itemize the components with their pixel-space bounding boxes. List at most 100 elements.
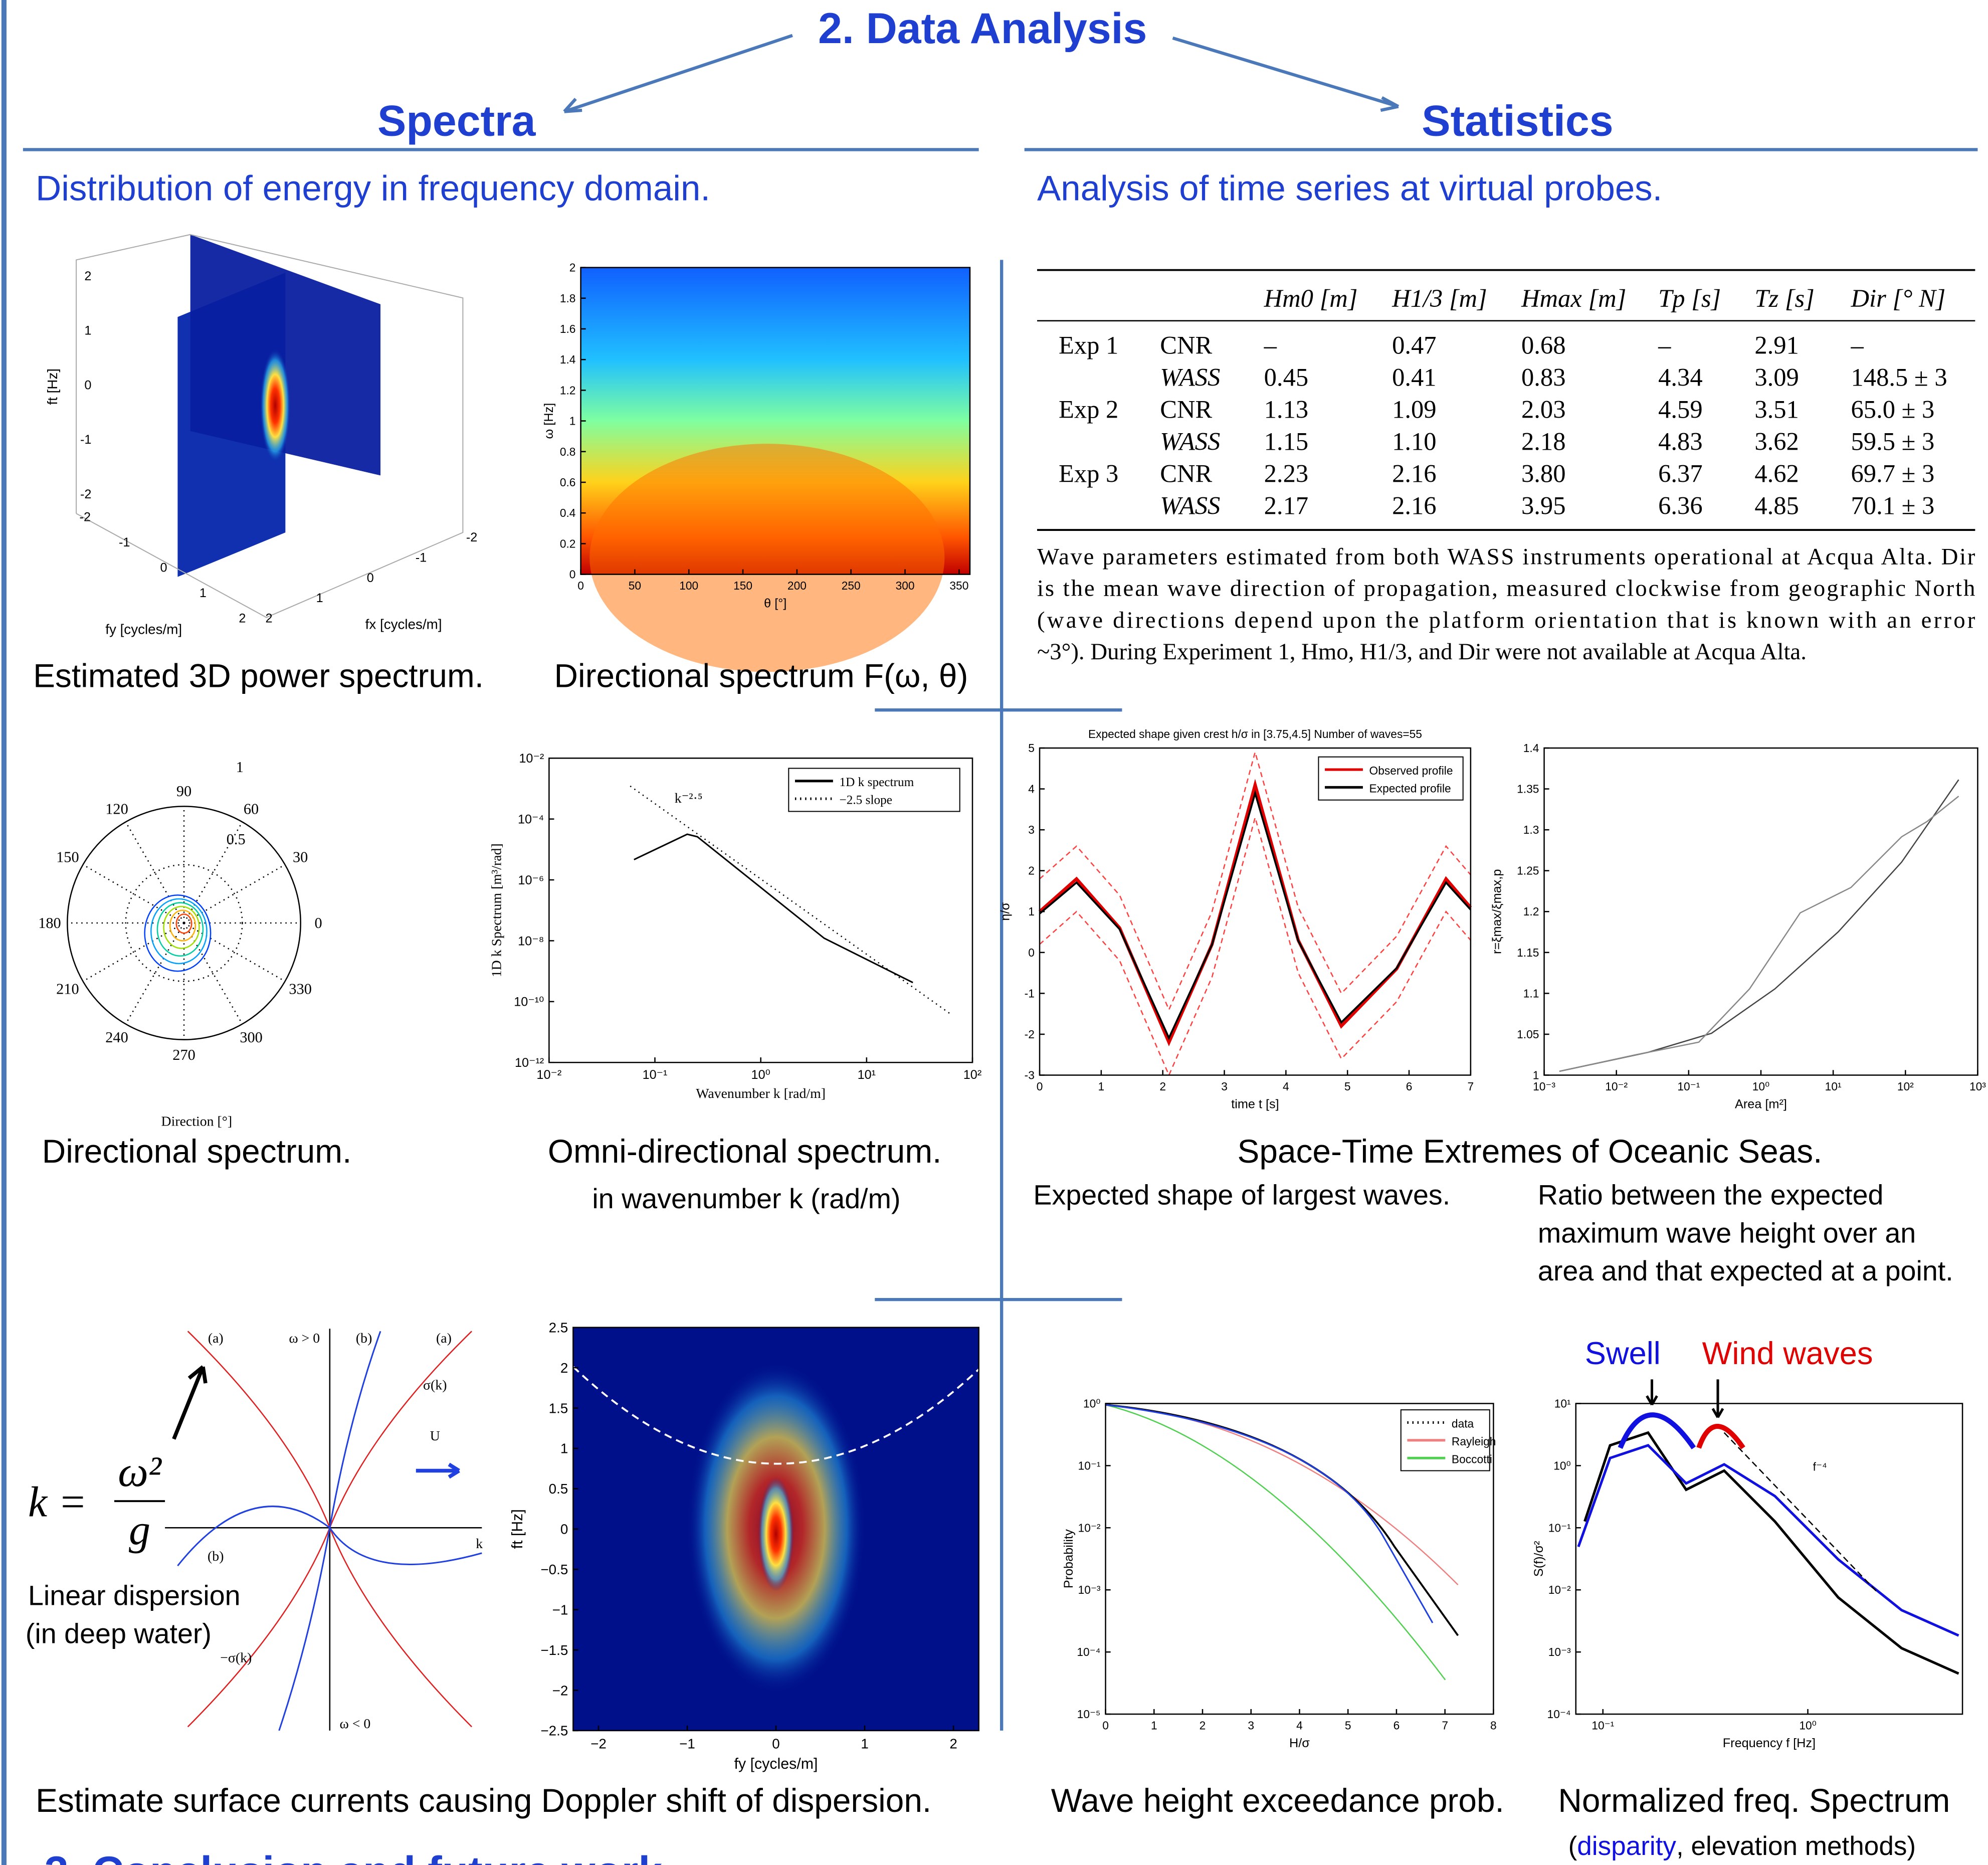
x-axis-label: H/σ	[1289, 1736, 1310, 1750]
y-tick-label: 2	[84, 269, 91, 283]
table-cell: 4.59	[1658, 396, 1702, 424]
data-curve	[1105, 1404, 1434, 1623]
y-tick-label: -1	[1025, 987, 1035, 1000]
table-cell: 3.51	[1754, 396, 1799, 424]
caption: Directional spectrum F(ω, θ)	[554, 657, 968, 694]
spectrum-peak	[260, 348, 291, 463]
table-cell: 0.83	[1521, 363, 1565, 392]
x-tick-label: 350	[949, 579, 968, 592]
x-axis-label: time t [s]	[1231, 1097, 1279, 1111]
y-tick-label: 1.5	[549, 1400, 568, 1416]
table-cell: Exp 2	[1059, 396, 1118, 424]
table-cell: 4.85	[1754, 491, 1799, 519]
table-cell: 1.09	[1392, 396, 1436, 424]
elevation-spectrum	[1583, 1431, 1959, 1675]
plot-frame	[580, 267, 971, 575]
y-tick-label: -3	[1025, 1068, 1035, 1081]
diagram-label: ω < 0	[340, 1716, 371, 1732]
x-tick-label: 10²	[963, 1068, 982, 1082]
x-tick-label: 3	[1248, 1719, 1254, 1732]
caption-part: , elevation methods)	[1676, 1831, 1916, 1861]
y-tick-label: 1	[84, 324, 91, 338]
y-tick-label: 1	[569, 415, 576, 428]
y-tick-label: −1	[552, 1602, 568, 1617]
y-tick-label: 10⁻⁵	[1077, 1708, 1101, 1721]
legend-label: Rayleigh	[1452, 1435, 1496, 1448]
y-tick-label: −0.5	[540, 1562, 568, 1577]
table-cell: –	[1264, 331, 1277, 359]
y-tick-label: 1.4	[1523, 741, 1539, 755]
diagram-label: −σ(k)	[220, 1650, 252, 1665]
x-tick-label: 7	[1442, 1719, 1448, 1732]
diagram-label: (b)	[208, 1549, 224, 1564]
y-tick-label: 10⁻⁴	[518, 813, 544, 827]
table-cell: 2.91	[1754, 331, 1799, 359]
y-tick-label: −1.5	[540, 1642, 568, 1658]
polar-spoke	[125, 821, 185, 923]
note: maximum wave height over an	[1538, 1217, 1916, 1248]
x-tick-label: -1	[416, 550, 427, 565]
spectrum-line	[634, 833, 913, 984]
column-header: Tz [s]	[1754, 284, 1814, 312]
y-axis-label: η/σ	[998, 902, 1012, 921]
x-tick-label: 10⁻¹	[1592, 1719, 1614, 1732]
legend-label: 1D k spectrum	[839, 775, 914, 789]
caption: Estimate surface currents causing Dopple…	[36, 1782, 931, 1819]
y-tick-label: 1.2	[560, 384, 576, 397]
x-tick-label: 10⁰	[1799, 1719, 1816, 1732]
caption: in wavenumber k (rad/m)	[592, 1183, 900, 1214]
section-lines	[23, 34, 1978, 1731]
table-cell: 65.0 ± 3	[1851, 396, 1935, 424]
table-cell: 4.62	[1754, 459, 1799, 487]
legend-box	[1318, 756, 1464, 801]
table-cell: 6.36	[1658, 491, 1702, 519]
x-axis-label: Area [m²]	[1735, 1097, 1787, 1111]
table-caption: ~3°). During Experiment 1, Hmo, H1/3, an…	[1037, 639, 1807, 665]
formula: k =	[28, 1478, 87, 1526]
x-tick-label: 0	[772, 1736, 779, 1751]
heatmap-peak	[758, 1477, 794, 1591]
y-tick-label: 0	[560, 1522, 568, 1537]
radial-label: 1	[236, 759, 244, 776]
column-header: Hmax [m]	[1521, 284, 1626, 312]
x-tick-label: 3	[1221, 1080, 1228, 1093]
x-tick-label: 50	[629, 579, 641, 592]
dispersion-curve	[572, 1366, 979, 1465]
angle-label: 120	[105, 800, 128, 817]
table-cell: 2.18	[1521, 428, 1565, 456]
y-tick-label: -2	[1025, 1028, 1035, 1041]
x-tick-label: 6	[1394, 1719, 1400, 1732]
table-cell: 1.13	[1264, 396, 1308, 424]
diagram-label: (a)	[436, 1331, 452, 1346]
slope-line	[1723, 1432, 1877, 1592]
table-cell: 69.7 ± 3	[1851, 459, 1935, 487]
x-tick-label: 0	[1037, 1080, 1043, 1093]
doppler-curve	[177, 1331, 381, 1567]
section-heading: Spectra	[377, 97, 536, 145]
table-cell: 4.34	[1658, 363, 1702, 392]
legend-label: data	[1452, 1417, 1474, 1430]
legend-label: Observed profile	[1369, 764, 1453, 777]
diagram-label: k	[476, 1536, 483, 1552]
y-tick-label: 10⁻¹⁰	[514, 995, 544, 1009]
y-tick-label: 2	[1028, 864, 1035, 877]
caption: Space-Time Extremes of Oceanic Seas.	[1238, 1133, 1823, 1170]
x-tick-label: 7	[1468, 1080, 1474, 1093]
formula: g	[129, 1506, 150, 1554]
angle-label: 180	[38, 914, 61, 931]
y-tick-label: 1.4	[560, 353, 576, 366]
caption: Estimated 3D power spectrum.	[33, 657, 484, 694]
table-cell: 3.95	[1521, 491, 1565, 519]
x-axis-label: fy [cycles/m]	[734, 1756, 818, 1772]
y-tick-label: 1.15	[1517, 946, 1539, 959]
table-cell: 0.47	[1392, 331, 1436, 359]
plot-title: Expected shape given crest h/σ in [3.75,…	[1088, 727, 1422, 740]
subtitle: Analysis of time series at virtual probe…	[1037, 169, 1662, 209]
wind-arc	[1696, 1424, 1745, 1449]
x-tick-label: 2	[1159, 1080, 1166, 1093]
x-tick-label: 10⁰	[751, 1068, 770, 1082]
note: Ratio between the expected	[1538, 1179, 1884, 1210]
y-tick-label: 0.6	[560, 476, 576, 489]
y-tick-label: 0.8	[560, 445, 576, 458]
